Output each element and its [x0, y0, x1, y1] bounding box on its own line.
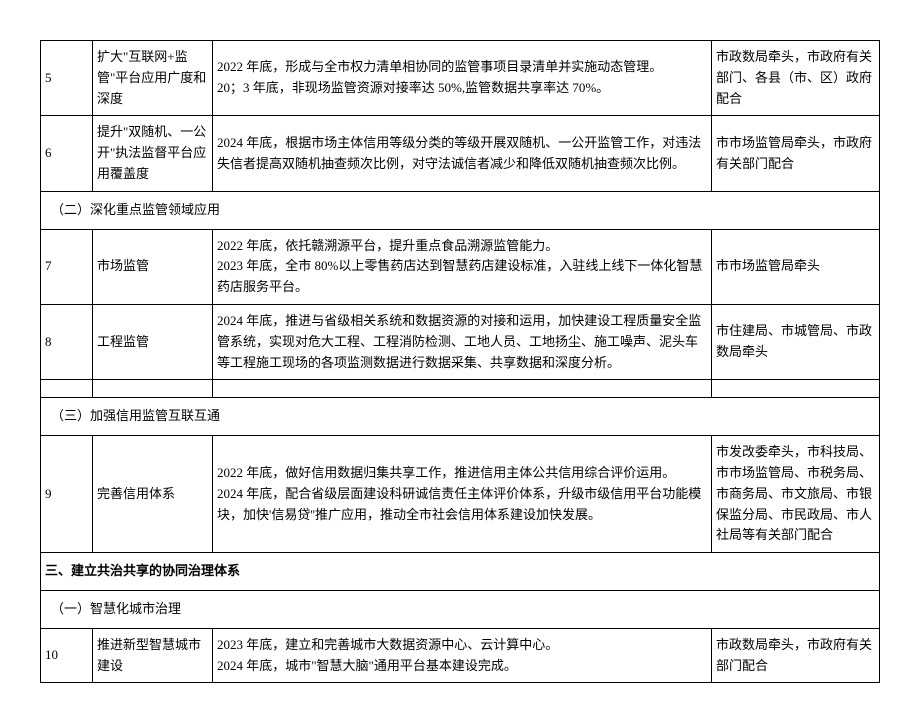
row-number: 10: [41, 628, 93, 683]
task-dept: 市发改委牵头，市科技局、市市场监管局、市税务局、市商务局、市文旅局、市银保监分局…: [712, 436, 880, 553]
section-title: 三、建立共治共享的协同治理体系: [41, 553, 880, 591]
task-name: 扩大"互联网+监管"平台应用广度和深度: [93, 41, 213, 116]
task-desc: 2022 年底，形成与全市权力清单相协同的监管事项目录清单并实施动态管理。 20…: [213, 41, 712, 116]
subsection-title: （三）加强信用监管互联互通: [41, 398, 880, 436]
task-name: 工程监管: [93, 304, 213, 379]
policy-table: 5 扩大"互联网+监管"平台应用广度和深度 2022 年底，形成与全市权力清单相…: [40, 40, 880, 683]
task-name: 推进新型智慧城市建设: [93, 628, 213, 683]
task-dept: 市政数局牵头，市政府有关部门、各县（市、区）政府配合: [712, 41, 880, 116]
empty-row: [41, 380, 880, 398]
section-header: 三、建立共治共享的协同治理体系: [41, 553, 880, 591]
subsection-title: （二）深化重点监管领域应用: [41, 191, 880, 229]
task-dept: 市市场监管局牵头: [712, 229, 880, 304]
task-name: 完善信用体系: [93, 436, 213, 553]
row-number: 7: [41, 229, 93, 304]
task-desc: 2024 年底，推进与省级相关系统和数据资源的对接和运用，加快建设工程质量安全监…: [213, 304, 712, 379]
subsection-header: （一）智慧化城市治理: [41, 590, 880, 628]
row-number: 5: [41, 41, 93, 116]
subsection-header: （二）深化重点监管领域应用: [41, 191, 880, 229]
task-dept: 市市场监管局牵头，市政府有关部门配合: [712, 116, 880, 191]
table-row: 10 推进新型智慧城市建设 2023 年底，建立和完善城市大数据资源中心、云计算…: [41, 628, 880, 683]
table-row: 7 市场监管 2022 年底，依托赣溯源平台，提升重点食品溯源监管能力。 202…: [41, 229, 880, 304]
row-number: 6: [41, 116, 93, 191]
table-row: 5 扩大"互联网+监管"平台应用广度和深度 2022 年底，形成与全市权力清单相…: [41, 41, 880, 116]
row-number: 8: [41, 304, 93, 379]
task-desc: 2022 年底，做好信用数据归集共享工作，推进信用主体公共信用综合评价运用。 2…: [213, 436, 712, 553]
task-desc: 2023 年底，建立和完善城市大数据资源中心、云计算中心。 2024 年底，城市…: [213, 628, 712, 683]
task-dept: 市住建局、市城管局、市政数局牵头: [712, 304, 880, 379]
subsection-header: （三）加强信用监管互联互通: [41, 398, 880, 436]
document-page: 5 扩大"互联网+监管"平台应用广度和深度 2022 年底，形成与全市权力清单相…: [40, 40, 880, 683]
task-name: 提升"双随机、一公开"执法监督平台应用覆盖度: [93, 116, 213, 191]
task-desc: 2022 年底，依托赣溯源平台，提升重点食品溯源监管能力。 2023 年底，全市…: [213, 229, 712, 304]
task-desc: 2024 年底，根据市场主体信用等级分类的等级开展双随机、一公开监管工作，对违法…: [213, 116, 712, 191]
table-row: 6 提升"双随机、一公开"执法监督平台应用覆盖度 2024 年底，根据市场主体信…: [41, 116, 880, 191]
row-number: 9: [41, 436, 93, 553]
table-row: 8 工程监管 2024 年底，推进与省级相关系统和数据资源的对接和运用，加快建设…: [41, 304, 880, 379]
task-name: 市场监管: [93, 229, 213, 304]
table-row: 9 完善信用体系 2022 年底，做好信用数据归集共享工作，推进信用主体公共信用…: [41, 436, 880, 553]
task-dept: 市政数局牵头，市政府有关部门配合: [712, 628, 880, 683]
subsection-title: （一）智慧化城市治理: [41, 590, 880, 628]
